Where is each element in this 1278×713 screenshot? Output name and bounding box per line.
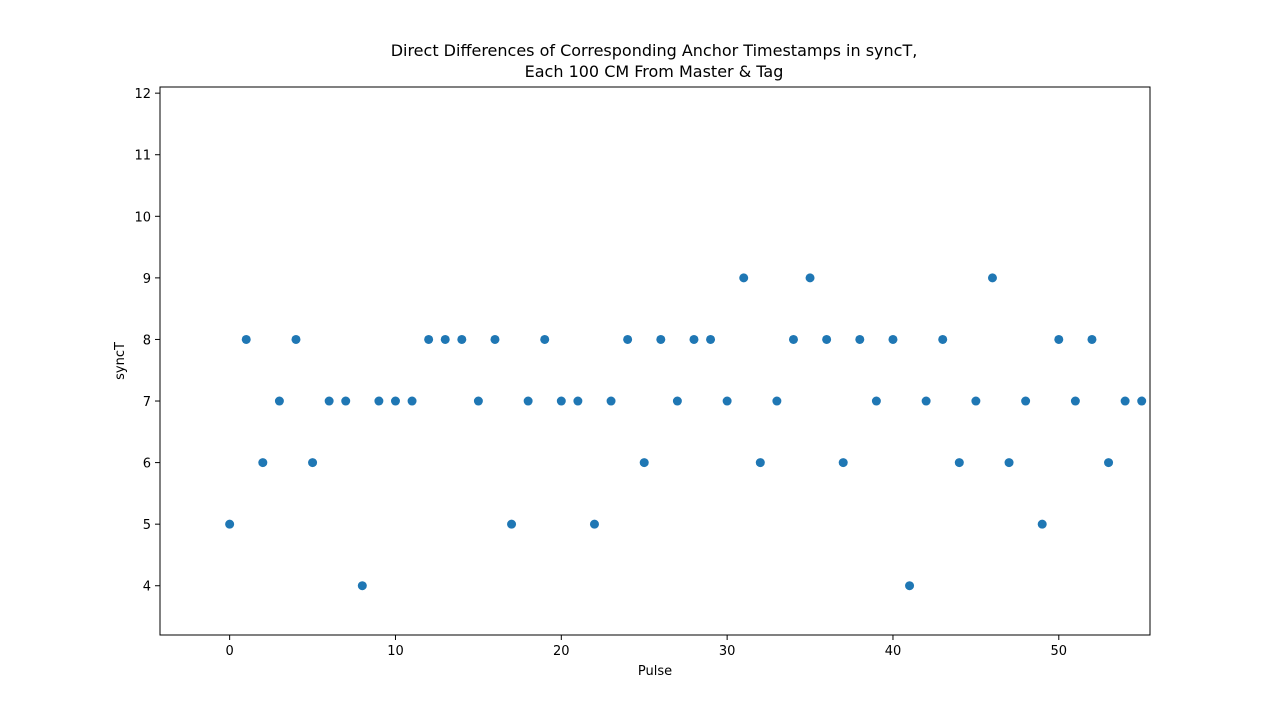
chart-title: Direct Differences of Corresponding Anch… xyxy=(391,41,918,81)
data-point xyxy=(225,519,235,529)
data-point xyxy=(1004,458,1014,468)
data-point xyxy=(490,334,500,344)
data-point xyxy=(507,519,517,529)
data-point xyxy=(1087,334,1097,344)
data-point xyxy=(523,396,533,406)
y-tick-label: 12 xyxy=(134,87,151,102)
data-point xyxy=(341,396,351,406)
plot-frame xyxy=(159,86,1151,636)
data-point xyxy=(274,396,284,406)
x-tick-label: 0 xyxy=(226,644,234,659)
data-point xyxy=(921,396,931,406)
data-point xyxy=(573,396,583,406)
y-tick-label: 11 xyxy=(134,149,151,164)
x-tick-label: 30 xyxy=(719,644,736,659)
x-tick-label: 50 xyxy=(1051,644,1068,659)
data-point xyxy=(689,334,699,344)
data-point xyxy=(1070,396,1080,406)
data-point xyxy=(706,334,716,344)
data-point xyxy=(556,396,566,406)
data-point xyxy=(324,396,334,406)
data-point xyxy=(241,334,251,344)
data-point xyxy=(772,396,782,406)
data-point xyxy=(954,458,964,468)
y-tick-label: 8 xyxy=(143,333,151,348)
data-point xyxy=(258,458,268,468)
data-point xyxy=(291,334,301,344)
data-point xyxy=(357,581,367,591)
data-point xyxy=(905,581,915,591)
data-point xyxy=(788,334,798,344)
data-point xyxy=(739,273,749,283)
data-point xyxy=(606,396,616,406)
data-point xyxy=(440,334,450,344)
data-point xyxy=(656,334,666,344)
y-tick-label: 10 xyxy=(134,210,151,225)
data-point xyxy=(1021,396,1031,406)
y-tick-label: 9 xyxy=(143,272,151,287)
y-axis-ticks: 4 5 6 7 8 9 10 11 12 xyxy=(134,87,160,595)
data-point xyxy=(390,396,400,406)
data-point xyxy=(838,458,848,468)
data-point xyxy=(888,334,898,344)
x-tick-label: 10 xyxy=(387,644,404,659)
x-axis-label: Pulse xyxy=(638,664,672,679)
data-point xyxy=(457,334,467,344)
data-point xyxy=(805,273,815,283)
data-point xyxy=(855,334,865,344)
data-point xyxy=(672,396,682,406)
y-tick-label: 5 xyxy=(143,518,151,533)
data-point xyxy=(407,396,417,406)
data-point xyxy=(1054,334,1064,344)
data-point xyxy=(1120,396,1130,406)
data-point xyxy=(589,519,599,529)
data-point xyxy=(1104,458,1114,468)
x-axis-ticks: 0 10 20 30 40 50 xyxy=(226,635,1068,659)
data-point xyxy=(822,334,832,344)
data-points xyxy=(225,273,1147,591)
data-point xyxy=(540,334,550,344)
data-point xyxy=(1037,519,1047,529)
data-point xyxy=(871,396,881,406)
data-point xyxy=(639,458,649,468)
chart-title-line-2: Each 100 CM From Master & Tag xyxy=(525,62,784,81)
chart-title-line-1: Direct Differences of Corresponding Anch… xyxy=(391,41,918,60)
data-point xyxy=(722,396,732,406)
x-tick-label: 20 xyxy=(553,644,570,659)
data-point xyxy=(755,458,765,468)
y-tick-label: 6 xyxy=(143,457,151,472)
data-point xyxy=(1137,396,1147,406)
y-tick-label: 4 xyxy=(143,580,151,595)
data-point xyxy=(971,396,981,406)
y-tick-label: 7 xyxy=(143,395,151,410)
data-point xyxy=(374,396,384,406)
data-point xyxy=(987,273,997,283)
data-point xyxy=(473,396,483,406)
data-point xyxy=(623,334,633,344)
data-point xyxy=(938,334,948,344)
y-axis-label: syncT xyxy=(113,342,128,380)
data-point xyxy=(308,458,318,468)
x-tick-label: 40 xyxy=(885,644,902,659)
data-point xyxy=(424,334,434,344)
